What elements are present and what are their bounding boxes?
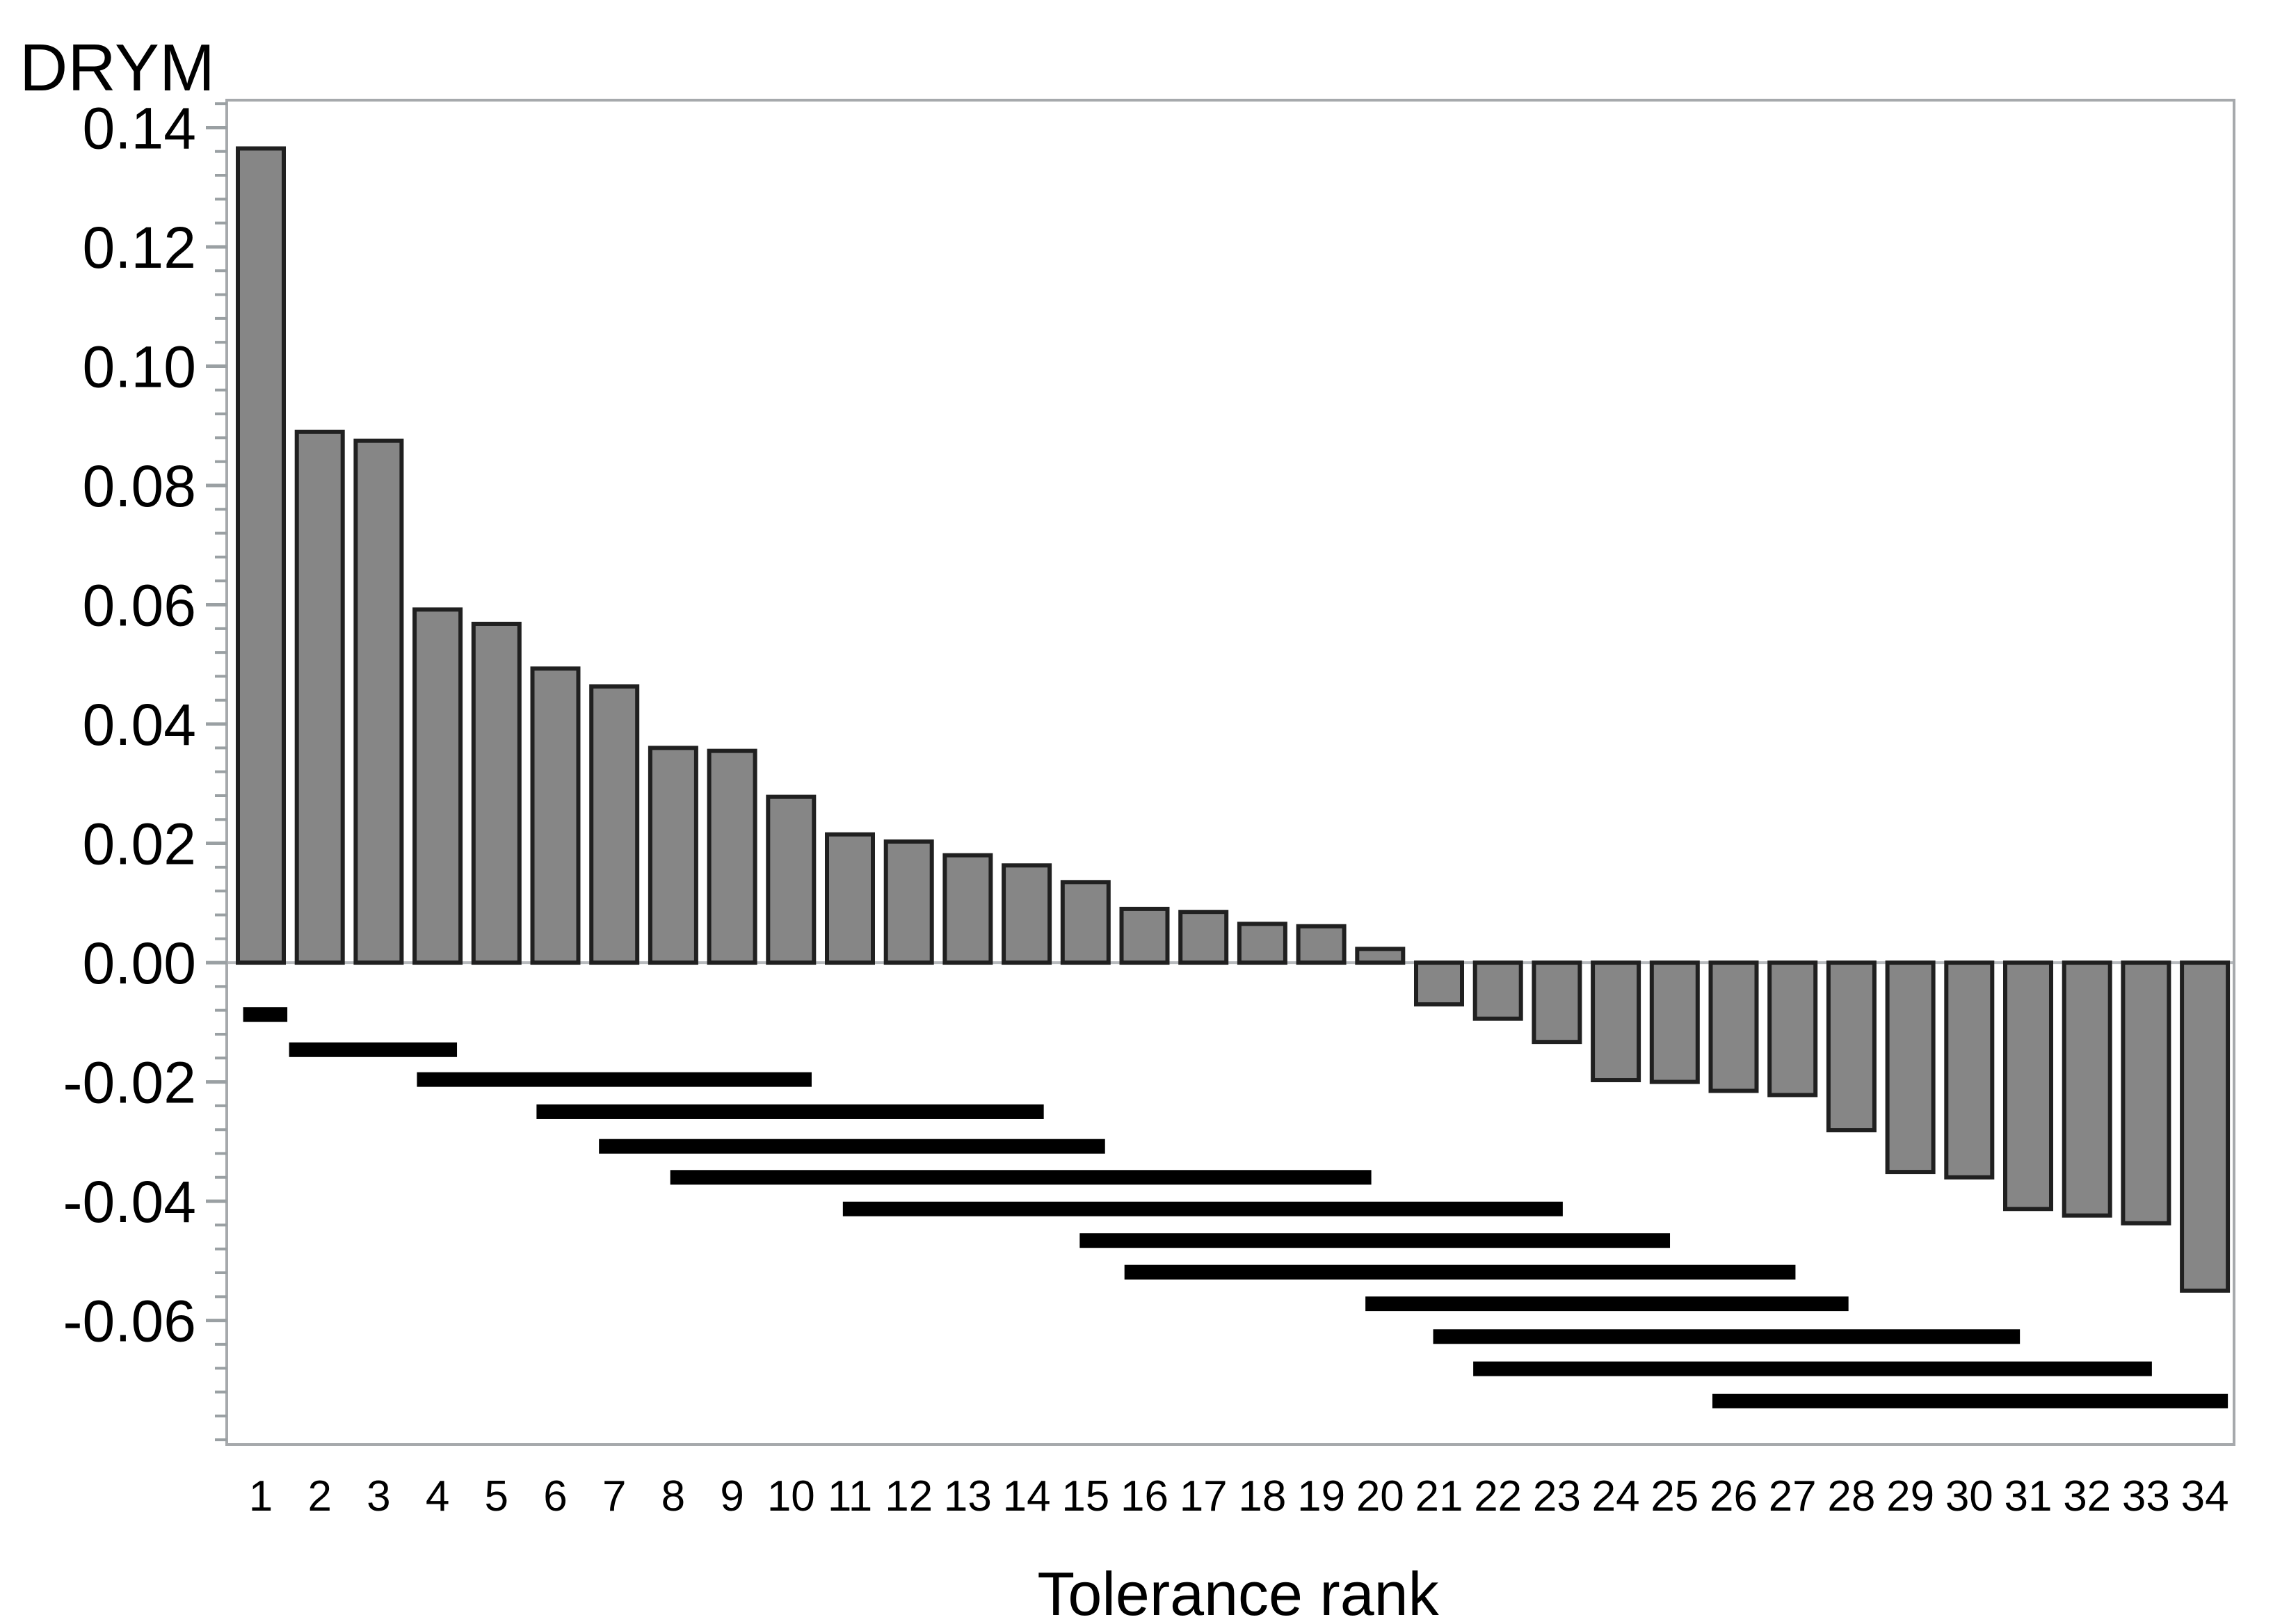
x-tick-label-1: 1 — [249, 1472, 273, 1520]
bar-rank-18 — [1237, 922, 1287, 965]
bar-rank-9 — [707, 748, 757, 965]
bar-rank-13 — [942, 853, 993, 965]
x-tick-label-17: 17 — [1180, 1472, 1228, 1520]
x-tick-label-28: 28 — [1827, 1472, 1875, 1520]
bar-rank-15 — [1060, 880, 1111, 965]
comparison-segment-8 — [1079, 1233, 1671, 1248]
bar-rank-1 — [236, 146, 286, 965]
bar-rank-4 — [412, 607, 463, 965]
bar-rank-7 — [589, 684, 640, 965]
comparison-segment-3 — [417, 1072, 812, 1087]
y-tick-label: 0.08 — [83, 453, 197, 519]
x-tick-label-18: 18 — [1238, 1472, 1286, 1520]
comparison-segment-10 — [1365, 1296, 1849, 1312]
bar-rank-11 — [825, 832, 875, 965]
x-tick-label-14: 14 — [1003, 1472, 1051, 1520]
bar-rank-6 — [530, 666, 581, 965]
x-tick-label-13: 13 — [944, 1472, 992, 1520]
x-tick-label-6: 6 — [543, 1472, 567, 1520]
x-tick-label-33: 33 — [2122, 1472, 2170, 1520]
comparison-segment-6 — [670, 1170, 1372, 1185]
comparison-segment-11 — [1433, 1329, 2021, 1344]
comparison-segment-4 — [536, 1104, 1044, 1119]
comparison-segment-1 — [243, 1007, 288, 1022]
y-tick-label: -0.02 — [63, 1050, 196, 1116]
comparison-segment-9 — [1124, 1264, 1796, 1280]
bar-rank-3 — [353, 438, 404, 965]
bar-rank-20 — [1355, 947, 1406, 965]
bar-rank-10 — [766, 794, 817, 965]
x-tick-label-25: 25 — [1650, 1472, 1698, 1520]
x-tick-label-4: 4 — [426, 1472, 449, 1520]
x-tick-label-27: 27 — [1769, 1472, 1817, 1520]
x-tick-label-34: 34 — [2181, 1472, 2229, 1520]
x-tick-label-5: 5 — [485, 1472, 508, 1520]
y-tick-label: 0.06 — [83, 573, 197, 638]
x-tick-label-2: 2 — [307, 1472, 331, 1520]
x-tick-label-12: 12 — [885, 1472, 933, 1520]
x-tick-label-31: 31 — [2005, 1472, 2053, 1520]
y-tick-label: 0.02 — [83, 812, 197, 877]
bar-rank-8 — [648, 746, 698, 965]
bar-rank-34 — [2180, 960, 2231, 1293]
bar-rank-21 — [1414, 960, 1464, 1007]
x-tick-label-30: 30 — [1945, 1472, 1993, 1520]
bar-rank-30 — [1944, 960, 1995, 1180]
bar-rank-32 — [2062, 960, 2112, 1218]
x-tick-label-23: 23 — [1533, 1472, 1581, 1520]
y-tick-label: 0.12 — [83, 215, 197, 280]
x-tick-label-26: 26 — [1710, 1472, 1758, 1520]
comparison-segment-2 — [289, 1042, 458, 1057]
comparison-segment-5 — [599, 1139, 1105, 1154]
x-tick-label-20: 20 — [1356, 1472, 1404, 1520]
bar-rank-17 — [1178, 910, 1229, 965]
bar-rank-2 — [294, 429, 345, 965]
y-tick-label: 0.14 — [83, 95, 197, 161]
y-tick-label: 0.10 — [83, 334, 197, 399]
bar-rank-19 — [1296, 924, 1347, 965]
plot-layer: 0.14 0.12 0.10 0.08 0.06 0.04 0.02 0.00 -0.02 -0.… — [63, 95, 2235, 1520]
bar-rank-28 — [1826, 960, 1877, 1133]
x-tick-label-3: 3 — [367, 1472, 390, 1520]
x-tick-label-29: 29 — [1886, 1472, 1934, 1520]
y-tick-label: 0.00 — [83, 931, 197, 996]
x-tick-label-22: 22 — [1474, 1472, 1522, 1520]
x-tick-label-24: 24 — [1592, 1472, 1640, 1520]
bar-rank-25 — [1649, 960, 1700, 1084]
comparison-segment-7 — [842, 1201, 1563, 1216]
bar-rank-27 — [1767, 960, 1818, 1098]
bar-rank-16 — [1119, 906, 1170, 965]
x-tick-label-10: 10 — [767, 1472, 815, 1520]
y-tick-label: -0.06 — [63, 1289, 196, 1354]
x-tick-label-32: 32 — [2063, 1472, 2111, 1520]
x-tick-label-7: 7 — [602, 1472, 626, 1520]
x-tick-label-16: 16 — [1121, 1472, 1168, 1520]
bar-rank-5 — [471, 621, 522, 965]
x-tick-label-21: 21 — [1415, 1472, 1463, 1520]
bar-rank-22 — [1472, 960, 1523, 1021]
bar-rank-26 — [1708, 960, 1759, 1093]
bar-rank-24 — [1591, 960, 1641, 1083]
bar-rank-23 — [1532, 960, 1582, 1045]
comparison-segment-13 — [1712, 1393, 2228, 1408]
x-tick-label-19: 19 — [1297, 1472, 1345, 1520]
x-tick-label-11: 11 — [828, 1472, 872, 1520]
y-tick-label: -0.04 — [63, 1169, 196, 1235]
y-axis-title: DRYM — [19, 31, 215, 105]
x-tick-label-9: 9 — [720, 1472, 744, 1520]
bar-rank-33 — [2121, 960, 2171, 1225]
bar-rank-14 — [1002, 863, 1052, 965]
bar-rank-29 — [1885, 960, 1936, 1175]
comparison-segment-12 — [1473, 1361, 2152, 1376]
y-tick-label: 0.04 — [83, 692, 197, 757]
bar-rank-31 — [2003, 960, 2053, 1212]
x-tick-label-15: 15 — [1061, 1472, 1109, 1520]
x-axis-title: Tolerance rank — [1037, 1559, 1439, 1624]
bar-rank-12 — [883, 839, 934, 965]
x-tick-label-8: 8 — [661, 1472, 685, 1520]
